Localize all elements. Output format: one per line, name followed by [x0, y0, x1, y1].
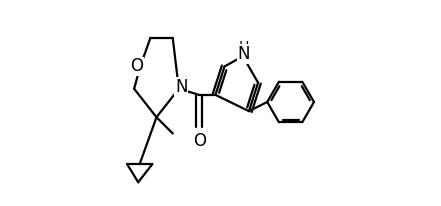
Text: O: O — [193, 132, 206, 150]
Text: N: N — [238, 45, 250, 63]
Text: H: H — [239, 40, 249, 54]
Text: O: O — [130, 57, 143, 75]
Text: N: N — [175, 78, 187, 96]
